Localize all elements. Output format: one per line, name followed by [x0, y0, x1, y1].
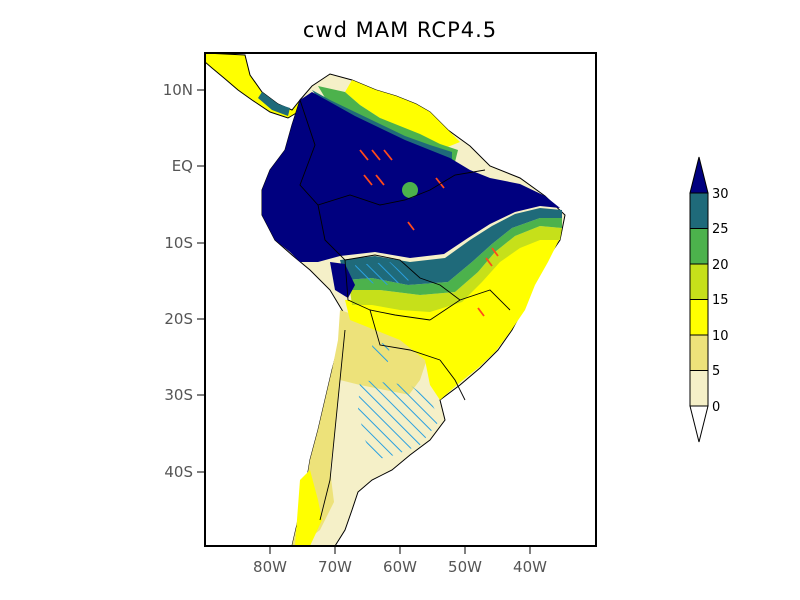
colorbar-label-5: 5 [712, 364, 720, 379]
colorbar-label-25: 25 [712, 222, 729, 237]
navy-pocket-west [330, 262, 355, 298]
colorbar-top-arrow [689, 156, 709, 194]
lat-label-20s: 20S [164, 310, 193, 328]
yellow-zone-north [345, 80, 460, 150]
lat-label-30s: 30S [164, 386, 193, 404]
hatch-red-marks [359, 149, 499, 317]
lat-label-10s: 10S [164, 234, 193, 252]
lon-label-80w: 80W [253, 558, 287, 576]
hatch-blue-bolivia [355, 262, 410, 285]
teal-zone-north [312, 90, 452, 160]
light-green-zone [350, 226, 562, 312]
central-america-land [205, 53, 301, 119]
lat-axis: 10N EQ 10S 20S 30S 40S [163, 81, 205, 481]
colorbar-label-30: 30 [712, 187, 729, 202]
teal-zone [340, 208, 562, 285]
colorbar-swatch-5-10 [689, 334, 709, 371]
colorbar-bottom-arrow [689, 405, 709, 443]
lon-label-50w: 50W [448, 558, 482, 576]
navy-zone [262, 92, 560, 262]
hatch-blue-andes [372, 342, 390, 362]
lat-label-10n: 10N [163, 81, 193, 99]
map-title: cwd MAM RCP4.5 [302, 18, 498, 42]
colorbar-swatch-25-30 [689, 192, 709, 229]
yellow-zone [345, 232, 560, 400]
colorbar-swatch-20-25 [689, 228, 709, 265]
colorbar-swatch-15-20 [689, 263, 709, 300]
country-borders [299, 99, 511, 521]
lon-axis: 80W 70W 60W 50W 40W [253, 546, 547, 576]
colorbar-label-15: 15 [712, 293, 729, 308]
green-zone [345, 218, 562, 295]
colorbar-swatch-10-15 [689, 299, 709, 336]
lon-label-40w: 40W [513, 558, 547, 576]
hatch-blue-argentina [358, 380, 440, 460]
lon-label-60w: 60W [383, 558, 417, 576]
colorbar-label-10: 10 [712, 329, 729, 344]
colorbar: 30 25 20 15 10 5 0 [689, 156, 729, 443]
colorbar-swatch-0-5 [689, 370, 709, 407]
map-plot-area [205, 53, 566, 546]
lon-label-70w: 70W [318, 558, 352, 576]
green-inset-spot [402, 182, 418, 198]
colorbar-label-20: 20 [712, 258, 729, 273]
yellow-zone-southern-coast [295, 470, 322, 546]
lat-label-40s: 40S [164, 463, 193, 481]
lat-label-eq: EQ [172, 157, 193, 175]
colorbar-label-0: 0 [712, 400, 720, 415]
central-america-teal [258, 92, 290, 116]
